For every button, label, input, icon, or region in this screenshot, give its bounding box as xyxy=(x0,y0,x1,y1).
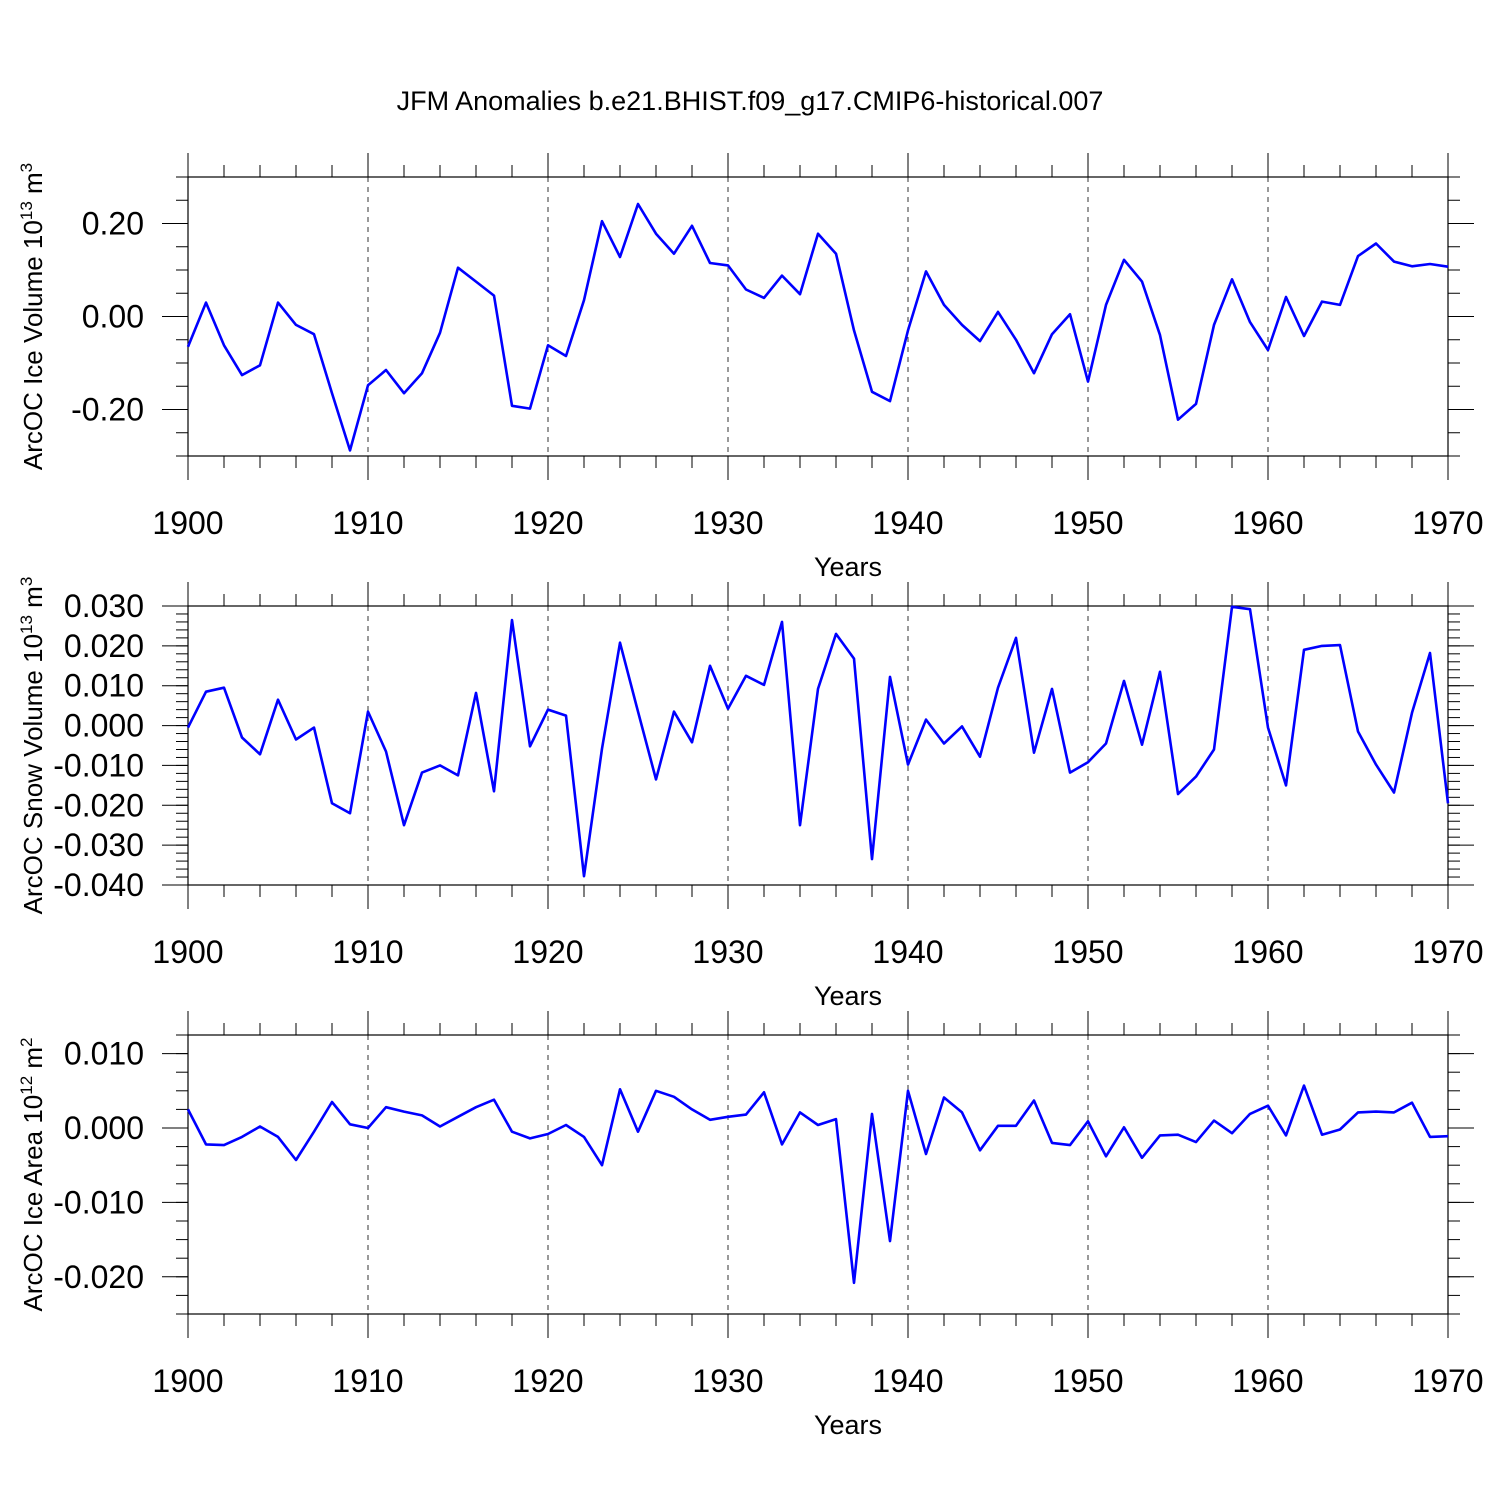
panel-1: 1900 1910 1920 1930 1940 1950 1960 1970 Years -0.… xyxy=(17,153,1484,582)
y-label-text: m xyxy=(18,586,48,615)
y-tick-label: -0.020 xyxy=(53,1259,144,1295)
x-tick-label: 1920 xyxy=(512,934,583,970)
x-tick-label: 1950 xyxy=(1052,1363,1123,1399)
x-tick-label: 1970 xyxy=(1412,934,1483,970)
y-label-superscript: 2 xyxy=(17,1037,36,1046)
panel-2: 1900 1910 1920 1930 1940 1950 1960 1970 Years -0.… xyxy=(17,577,1484,1011)
y-tick-label: 0.020 xyxy=(64,628,144,664)
y-label-text: m xyxy=(18,1047,48,1076)
figure-title: JFM Anomalies b.e21.BHIST.f09_g17.CMIP6-… xyxy=(397,86,1104,116)
x-tick-label: 1930 xyxy=(692,505,763,541)
x-tick-label: 1940 xyxy=(872,505,943,541)
plot-frame xyxy=(187,605,1449,886)
y-tick-label: -0.20 xyxy=(71,392,144,428)
x-tick-label: 1950 xyxy=(1052,934,1123,970)
y-label-superscript: 12 xyxy=(17,1076,36,1095)
x-tick-label: 1910 xyxy=(332,1363,403,1399)
y-tick-label: -0.030 xyxy=(53,827,144,863)
x-tick-label: 1910 xyxy=(332,505,403,541)
y-tick-label: -0.020 xyxy=(53,787,144,823)
y-label-text: ArcOC Ice Area 10 xyxy=(18,1095,48,1312)
x-axis-label: Years xyxy=(814,552,882,582)
plot-frame xyxy=(187,176,1449,457)
y-tick-label: -0.010 xyxy=(53,1184,144,1220)
x-tick-label: 1910 xyxy=(332,934,403,970)
y-tick-label: 0.010 xyxy=(64,1036,144,1072)
y-axis-label: ArcOC Ice Area 1012 m2 xyxy=(17,1037,48,1311)
y-tick-label: 0.00 xyxy=(82,299,144,335)
x-axis-label: Years xyxy=(814,1410,882,1440)
y-tick-label: 0.20 xyxy=(82,206,144,242)
x-tick-label: 1930 xyxy=(692,1363,763,1399)
series-line xyxy=(186,202,1449,452)
y-axis-label: ArcOC Snow Volume 1013 m3 xyxy=(17,577,48,915)
x-tick-label: 1960 xyxy=(1232,934,1303,970)
series-line xyxy=(186,605,1450,878)
x-tick-label: 1900 xyxy=(152,934,223,970)
x-tick-label: 1960 xyxy=(1232,505,1303,541)
y-label-superscript: 13 xyxy=(17,201,36,220)
y-label-text: ArcOC Ice Volume 10 xyxy=(18,220,48,470)
x-tick-label: 1920 xyxy=(512,505,583,541)
y-tick-label: -0.010 xyxy=(53,747,144,783)
y-label-superscript: 3 xyxy=(17,577,36,586)
y-label-superscript: 3 xyxy=(17,163,36,172)
x-tick-label: 1930 xyxy=(692,934,763,970)
x-tick-label: 1920 xyxy=(512,1363,583,1399)
y-label-text: m xyxy=(18,172,48,201)
plot-frame xyxy=(187,1034,1449,1315)
x-axis-label: Years xyxy=(814,981,882,1011)
y-tick-label: 0.010 xyxy=(64,668,144,704)
y-label-superscript: 13 xyxy=(17,615,36,634)
x-tick-label: 1970 xyxy=(1412,505,1483,541)
x-tick-label: 1900 xyxy=(152,1363,223,1399)
y-tick-label: 0.030 xyxy=(64,588,144,624)
panel-3: 1900 1910 1920 1930 1940 1950 1960 1970 Years -0.… xyxy=(17,1011,1484,1440)
y-tick-label: -0.040 xyxy=(53,867,144,903)
x-tick-label: 1940 xyxy=(872,1363,943,1399)
x-tick-label: 1950 xyxy=(1052,505,1123,541)
y-tick-label: 0.000 xyxy=(64,1110,144,1146)
x-tick-label: 1960 xyxy=(1232,1363,1303,1399)
x-tick-label: 1940 xyxy=(872,934,943,970)
y-tick-label: 0.000 xyxy=(64,708,144,744)
y-label-text: ArcOC Snow Volume 10 xyxy=(18,634,48,914)
series-line xyxy=(186,1084,1449,1285)
x-tick-label: 1900 xyxy=(152,505,223,541)
y-axis-label: ArcOC Ice Volume 1013 m3 xyxy=(17,163,48,470)
x-tick-label: 1970 xyxy=(1412,1363,1483,1399)
